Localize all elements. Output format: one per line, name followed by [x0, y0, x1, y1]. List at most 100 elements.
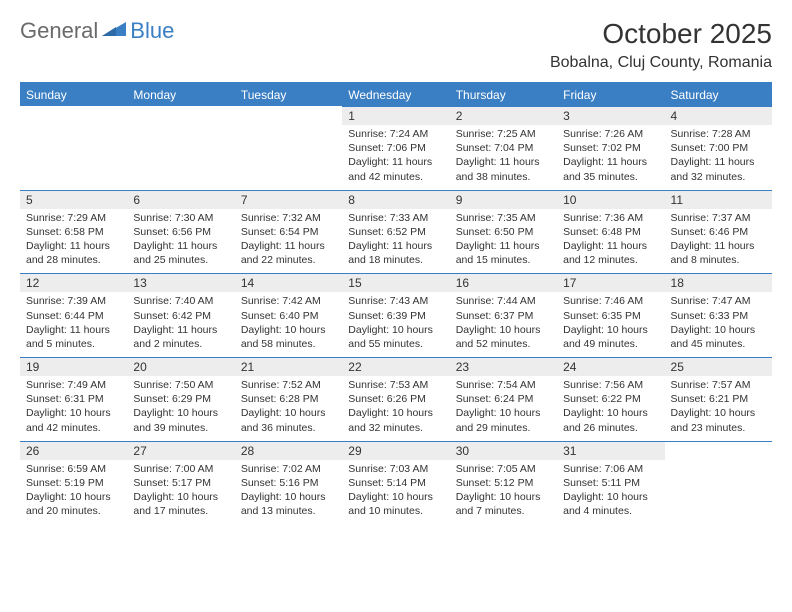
day-info: Sunrise: 7:06 AMSunset: 5:11 PMDaylight:… — [557, 460, 664, 525]
day-cell: 16Sunrise: 7:44 AMSunset: 6:37 PMDayligh… — [450, 273, 557, 357]
day-cell: 1Sunrise: 7:24 AMSunset: 7:06 PMDaylight… — [342, 106, 449, 190]
day-cell: 26Sunrise: 6:59 AMSunset: 5:19 PMDayligh… — [20, 441, 127, 525]
day-cell: 4Sunrise: 7:28 AMSunset: 7:00 PMDaylight… — [665, 106, 772, 190]
day-header-row: SundayMondayTuesdayWednesdayThursdayFrid… — [20, 83, 772, 106]
day-cell: 2Sunrise: 7:25 AMSunset: 7:04 PMDaylight… — [450, 106, 557, 190]
day-info: Sunrise: 7:53 AMSunset: 6:26 PMDaylight:… — [342, 376, 449, 441]
day-info: Sunrise: 7:49 AMSunset: 6:31 PMDaylight:… — [20, 376, 127, 441]
empty-day — [127, 106, 234, 124]
calendar-body: 1Sunrise: 7:24 AMSunset: 7:06 PMDaylight… — [20, 106, 772, 524]
day-info: Sunrise: 7:50 AMSunset: 6:29 PMDaylight:… — [127, 376, 234, 441]
day-info: Sunrise: 7:36 AMSunset: 6:48 PMDaylight:… — [557, 209, 664, 274]
day-cell: 30Sunrise: 7:05 AMSunset: 5:12 PMDayligh… — [450, 441, 557, 525]
week-row: 19Sunrise: 7:49 AMSunset: 6:31 PMDayligh… — [20, 357, 772, 441]
day-header: Monday — [127, 83, 234, 106]
day-cell: 11Sunrise: 7:37 AMSunset: 6:46 PMDayligh… — [665, 190, 772, 274]
day-header: Saturday — [665, 83, 772, 106]
day-cell — [20, 106, 127, 190]
empty-day-info — [127, 124, 234, 184]
day-cell: 8Sunrise: 7:33 AMSunset: 6:52 PMDaylight… — [342, 190, 449, 274]
day-info: Sunrise: 7:32 AMSunset: 6:54 PMDaylight:… — [235, 209, 342, 274]
empty-day-info — [665, 459, 772, 519]
day-info: Sunrise: 6:59 AMSunset: 5:19 PMDaylight:… — [20, 460, 127, 525]
day-cell: 22Sunrise: 7:53 AMSunset: 6:26 PMDayligh… — [342, 357, 449, 441]
empty-day-info — [20, 124, 127, 184]
day-cell: 7Sunrise: 7:32 AMSunset: 6:54 PMDaylight… — [235, 190, 342, 274]
day-number: 31 — [557, 441, 664, 460]
page-title: October 2025 — [550, 18, 772, 50]
day-number: 19 — [20, 357, 127, 376]
day-info: Sunrise: 7:44 AMSunset: 6:37 PMDaylight:… — [450, 292, 557, 357]
day-cell: 23Sunrise: 7:54 AMSunset: 6:24 PMDayligh… — [450, 357, 557, 441]
day-header: Friday — [557, 83, 664, 106]
week-row: 5Sunrise: 7:29 AMSunset: 6:58 PMDaylight… — [20, 190, 772, 274]
day-number: 20 — [127, 357, 234, 376]
day-cell: 25Sunrise: 7:57 AMSunset: 6:21 PMDayligh… — [665, 357, 772, 441]
day-header: Sunday — [20, 83, 127, 106]
day-info: Sunrise: 7:56 AMSunset: 6:22 PMDaylight:… — [557, 376, 664, 441]
calendar-table: SundayMondayTuesdayWednesdayThursdayFrid… — [20, 82, 772, 524]
day-number: 10 — [557, 190, 664, 209]
day-number: 15 — [342, 273, 449, 292]
day-info: Sunrise: 7:02 AMSunset: 5:16 PMDaylight:… — [235, 460, 342, 525]
day-cell: 19Sunrise: 7:49 AMSunset: 6:31 PMDayligh… — [20, 357, 127, 441]
day-cell: 13Sunrise: 7:40 AMSunset: 6:42 PMDayligh… — [127, 273, 234, 357]
day-number: 23 — [450, 357, 557, 376]
logo: General Blue — [20, 18, 174, 44]
day-cell: 29Sunrise: 7:03 AMSunset: 5:14 PMDayligh… — [342, 441, 449, 525]
day-cell: 27Sunrise: 7:00 AMSunset: 5:17 PMDayligh… — [127, 441, 234, 525]
day-header: Thursday — [450, 83, 557, 106]
day-cell: 21Sunrise: 7:52 AMSunset: 6:28 PMDayligh… — [235, 357, 342, 441]
day-number: 9 — [450, 190, 557, 209]
empty-day — [20, 106, 127, 124]
day-info: Sunrise: 7:57 AMSunset: 6:21 PMDaylight:… — [665, 376, 772, 441]
day-number: 3 — [557, 106, 664, 125]
day-cell: 15Sunrise: 7:43 AMSunset: 6:39 PMDayligh… — [342, 273, 449, 357]
day-cell — [127, 106, 234, 190]
day-info: Sunrise: 7:43 AMSunset: 6:39 PMDaylight:… — [342, 292, 449, 357]
day-number: 11 — [665, 190, 772, 209]
day-cell: 3Sunrise: 7:26 AMSunset: 7:02 PMDaylight… — [557, 106, 664, 190]
empty-day-info — [235, 124, 342, 184]
day-cell: 12Sunrise: 7:39 AMSunset: 6:44 PMDayligh… — [20, 273, 127, 357]
day-number: 30 — [450, 441, 557, 460]
location-text: Bobalna, Cluj County, Romania — [550, 54, 772, 72]
day-number: 27 — [127, 441, 234, 460]
day-cell: 10Sunrise: 7:36 AMSunset: 6:48 PMDayligh… — [557, 190, 664, 274]
day-info: Sunrise: 7:25 AMSunset: 7:04 PMDaylight:… — [450, 125, 557, 190]
week-row: 12Sunrise: 7:39 AMSunset: 6:44 PMDayligh… — [20, 273, 772, 357]
day-number: 5 — [20, 190, 127, 209]
day-info: Sunrise: 7:35 AMSunset: 6:50 PMDaylight:… — [450, 209, 557, 274]
day-number: 7 — [235, 190, 342, 209]
day-info: Sunrise: 7:42 AMSunset: 6:40 PMDaylight:… — [235, 292, 342, 357]
day-info: Sunrise: 7:26 AMSunset: 7:02 PMDaylight:… — [557, 125, 664, 190]
day-cell: 24Sunrise: 7:56 AMSunset: 6:22 PMDayligh… — [557, 357, 664, 441]
day-number: 4 — [665, 106, 772, 125]
week-row: 1Sunrise: 7:24 AMSunset: 7:06 PMDaylight… — [20, 106, 772, 190]
day-info: Sunrise: 7:52 AMSunset: 6:28 PMDaylight:… — [235, 376, 342, 441]
logo-text-general: General — [20, 18, 98, 44]
day-info: Sunrise: 7:37 AMSunset: 6:46 PMDaylight:… — [665, 209, 772, 274]
day-cell: 14Sunrise: 7:42 AMSunset: 6:40 PMDayligh… — [235, 273, 342, 357]
day-info: Sunrise: 7:47 AMSunset: 6:33 PMDaylight:… — [665, 292, 772, 357]
day-number: 2 — [450, 106, 557, 125]
day-number: 14 — [235, 273, 342, 292]
day-info: Sunrise: 7:00 AMSunset: 5:17 PMDaylight:… — [127, 460, 234, 525]
day-number: 8 — [342, 190, 449, 209]
day-number: 16 — [450, 273, 557, 292]
day-number: 28 — [235, 441, 342, 460]
day-info: Sunrise: 7:28 AMSunset: 7:00 PMDaylight:… — [665, 125, 772, 190]
day-number: 6 — [127, 190, 234, 209]
day-number: 17 — [557, 273, 664, 292]
day-number: 21 — [235, 357, 342, 376]
day-number: 18 — [665, 273, 772, 292]
day-number: 29 — [342, 441, 449, 460]
day-header: Wednesday — [342, 83, 449, 106]
day-cell: 9Sunrise: 7:35 AMSunset: 6:50 PMDaylight… — [450, 190, 557, 274]
day-cell: 31Sunrise: 7:06 AMSunset: 5:11 PMDayligh… — [557, 441, 664, 525]
logo-text-blue: Blue — [130, 18, 174, 44]
empty-day — [235, 106, 342, 124]
day-cell: 5Sunrise: 7:29 AMSunset: 6:58 PMDaylight… — [20, 190, 127, 274]
day-info: Sunrise: 7:05 AMSunset: 5:12 PMDaylight:… — [450, 460, 557, 525]
day-info: Sunrise: 7:54 AMSunset: 6:24 PMDaylight:… — [450, 376, 557, 441]
